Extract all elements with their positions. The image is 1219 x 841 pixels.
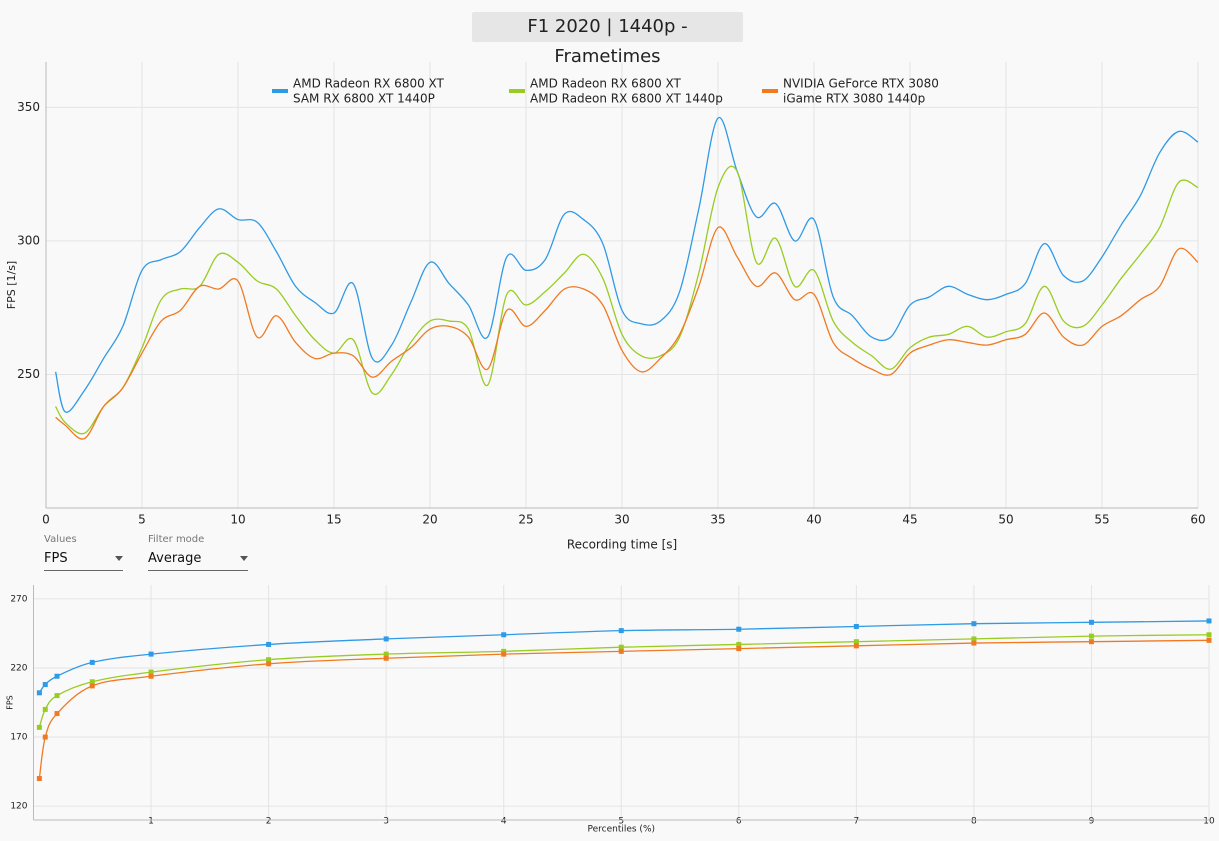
x-tick-label: 3 (383, 817, 389, 827)
x-axis-label: Percentiles (%) (587, 825, 655, 835)
y-tick-label: 350 (17, 100, 40, 114)
x-tick-label: 55 (1094, 513, 1109, 527)
point-marker (36, 690, 42, 696)
point-marker (1088, 619, 1094, 625)
x-tick-label: 60 (1190, 513, 1205, 527)
point-marker (36, 724, 42, 730)
y-tick-label: 120 (10, 802, 27, 812)
x-tick-label: 4 (501, 817, 507, 827)
x-tick-label: 5 (138, 513, 146, 527)
point-marker (971, 621, 977, 627)
y-tick-label: 220 (10, 663, 27, 673)
legend-label: AMD Radeon RX 6800 XT (530, 77, 682, 91)
x-tick-label: 1 (148, 817, 154, 827)
point-marker (266, 661, 272, 667)
point-marker (736, 626, 742, 632)
y-tick-label: 270 (10, 594, 27, 604)
point-marker (1206, 637, 1212, 643)
x-tick-label: 2 (266, 817, 272, 827)
point-marker (54, 711, 60, 717)
x-tick-label: 8 (971, 817, 977, 827)
point-marker (266, 657, 272, 663)
y-tick-label: 250 (17, 367, 40, 381)
point-marker (853, 643, 859, 649)
point-marker (89, 679, 95, 685)
point-marker (501, 632, 507, 638)
point-marker (383, 655, 389, 661)
x-tick-label: 40 (806, 513, 821, 527)
x-tick-label: 5 (618, 817, 624, 827)
point-marker (148, 669, 154, 675)
legend-description: AMD Radeon RX 6800 XT 1440p (530, 92, 723, 106)
control-label: Values (44, 534, 77, 545)
y-axis-label: FPS (6, 695, 15, 710)
page-title: F1 2020 | 1440p - Frametimes (472, 12, 743, 67)
point-marker (618, 628, 624, 634)
x-tick-label: 9 (1089, 817, 1095, 827)
point-marker (971, 636, 977, 642)
x-tick-label: 20 (422, 513, 437, 527)
point-marker (1088, 633, 1094, 639)
x-tick-label: 15 (326, 513, 341, 527)
series-line (54, 117, 1199, 413)
point-marker (89, 659, 95, 665)
point-marker (501, 648, 507, 654)
point-marker (736, 646, 742, 652)
x-tick-label: 6 (736, 817, 742, 827)
series-line (55, 165, 1199, 435)
series-line (38, 620, 1210, 694)
point-marker (853, 623, 859, 629)
x-tick-label: 10 (1203, 817, 1215, 827)
point-marker (54, 693, 60, 699)
y-tick-label: 170 (10, 733, 27, 743)
point-marker (42, 682, 48, 688)
legend-label: NVIDIA GeForce RTX 3080 (783, 77, 939, 91)
point-marker (266, 641, 272, 647)
point-marker (89, 683, 95, 689)
point-marker (148, 673, 154, 679)
point-marker (42, 706, 48, 712)
legend-description: SAM RX 6800 XT 1440P (293, 92, 435, 106)
legend-description: iGame RTX 3080 1440p (783, 92, 925, 106)
x-tick-label: 10 (230, 513, 245, 527)
point-marker (36, 776, 42, 782)
point-marker (736, 641, 742, 647)
x-tick-label: 30 (614, 513, 629, 527)
y-tick-label: 300 (17, 233, 40, 247)
point-marker (501, 651, 507, 657)
point-marker (383, 636, 389, 642)
x-tick-label: 25 (518, 513, 533, 527)
point-marker (971, 640, 977, 646)
filter-control: Filter mode Average (148, 534, 248, 571)
x-axis-label: Recording time [s] (567, 538, 677, 552)
x-tick-label: 50 (998, 513, 1013, 527)
point-marker (1206, 632, 1212, 638)
legend-label: AMD Radeon RX 6800 XT (293, 77, 445, 91)
point-marker (148, 651, 154, 657)
point-marker (618, 648, 624, 654)
point-marker (853, 639, 859, 645)
dropdown[interactable]: Average (148, 551, 248, 571)
values-control: Values FPS (44, 534, 123, 571)
x-tick-label: 0 (42, 513, 50, 527)
x-tick-label: 45 (902, 513, 917, 527)
series-line (38, 639, 1210, 779)
x-tick-label: 7 (853, 817, 859, 827)
point-marker (383, 651, 389, 657)
control-label: Filter mode (148, 534, 205, 545)
point-marker (54, 673, 60, 679)
point-marker (1088, 639, 1094, 645)
x-tick-label: 35 (710, 513, 725, 527)
dropdown[interactable]: FPS (44, 551, 123, 571)
y-axis-label: FPS [1/s] (5, 261, 18, 309)
series-line (55, 226, 1199, 440)
point-marker (42, 734, 48, 740)
point-marker (1206, 618, 1212, 624)
point-marker (618, 644, 624, 650)
